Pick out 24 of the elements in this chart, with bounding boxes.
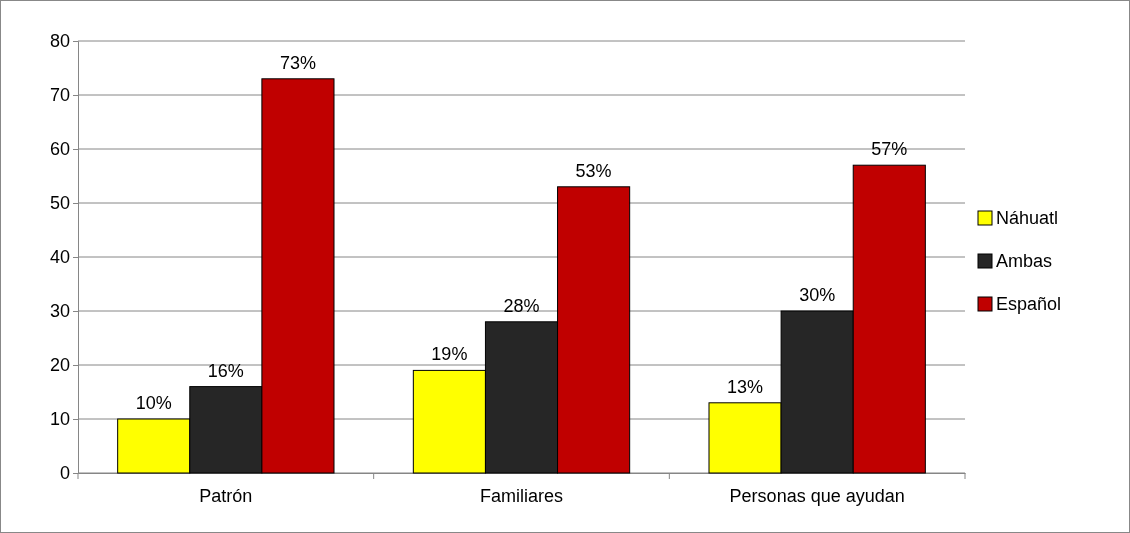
data-label: 30% xyxy=(799,285,836,305)
y-tick-label: 30 xyxy=(49,301,70,322)
y-tick-label: 40 xyxy=(49,247,70,268)
data-label: 10% xyxy=(135,393,172,413)
data-label: 73% xyxy=(279,52,316,73)
data-label: 19% xyxy=(431,344,468,365)
y-tick-label: 50 xyxy=(49,193,70,214)
y-tick-label: 60 xyxy=(49,139,70,160)
y-tick-label: 80 xyxy=(49,31,70,52)
legend-label: Ambas xyxy=(996,251,1053,271)
y-tick-label: 0 xyxy=(59,463,70,484)
data-label: 53% xyxy=(575,160,612,181)
data-label: 28% xyxy=(503,295,540,316)
y-tick-label: 20 xyxy=(49,355,70,376)
x-tick-label: Familiares xyxy=(479,485,564,506)
y-tick-label: 70 xyxy=(49,85,70,106)
data-label: 13% xyxy=(727,376,764,397)
legend-label: Español xyxy=(996,294,1062,314)
data-label: 16% xyxy=(207,360,244,381)
x-tick-label: Personas que ayudan xyxy=(729,485,905,506)
y-tick-label: 10 xyxy=(49,409,70,430)
data-label: 57% xyxy=(871,139,908,160)
legend-label: Náhuatl xyxy=(996,208,1059,228)
x-tick-label: Patrón xyxy=(199,485,253,506)
